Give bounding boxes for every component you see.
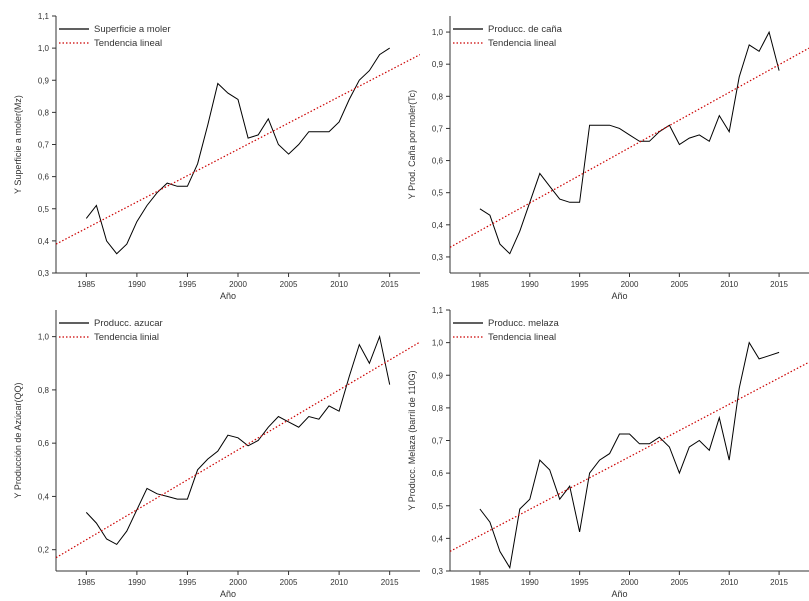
data-line [85,47,390,255]
y-tick-label: 0,8 [432,404,444,413]
y-tick-label: 0,5 [432,502,444,511]
y-axis-label: Y Producción de Azúcar(QQ) [13,383,23,499]
x-tick-label: 2015 [770,280,788,289]
trend-line [450,361,809,552]
y-tick-label: 1,0 [432,339,444,348]
x-axis-label: Año [611,589,627,599]
y-axis-label: Y Prod. Caña por moler(Tc) [407,90,417,199]
trend-line [56,341,420,559]
y-axis-label: Y Producc. Melaza (barril de 110G) [407,370,417,510]
x-tick-label: 2010 [720,578,738,587]
x-tick-label: 1985 [77,280,95,289]
y-tick-label: 0,4 [432,534,444,543]
x-tick-label: 2000 [229,578,247,587]
x-tick-label: 1995 [571,578,589,587]
y-tick-label: 1,0 [38,333,50,342]
x-axis-label: Año [220,589,236,599]
x-tick-label: 2000 [229,280,247,289]
x-tick-label: 2005 [670,578,688,587]
x-axis-label: Año [611,291,627,301]
x-tick-label: 2000 [621,578,639,587]
data-line [85,334,391,546]
legend-label: Tendencia lineal [94,38,162,49]
x-tick-label: 1990 [521,280,539,289]
y-tick-label: 0,8 [38,108,50,117]
legend-label: Producc. de caña [488,24,563,35]
y-tick-label: 0,7 [432,437,444,446]
x-tick-label: 1990 [128,578,146,587]
x-tick-label: 2005 [670,280,688,289]
y-tick-label: 0,7 [38,141,50,150]
y-tick-label: 1,0 [432,28,444,37]
y-axis-label: Y Superficie a moler(Mz) [13,95,23,194]
y-tick-label: 0,5 [432,189,444,198]
x-tick-label: 1985 [471,578,489,587]
legend-label: Tendencia linial [94,332,159,343]
x-tick-label: 2015 [770,578,788,587]
x-tick-label: 2015 [381,578,399,587]
trend-line [450,47,809,248]
x-tick-label: 2010 [330,280,348,289]
x-tick-label: 2010 [720,280,738,289]
legend-label: Tendencia lineal [488,38,556,49]
legend-label: Producc. melaza [488,318,559,329]
x-tick-label: 1985 [471,280,489,289]
y-tick-label: 0,6 [38,439,50,448]
x-tick-label: 1995 [179,280,197,289]
x-tick-label: 2005 [280,578,298,587]
trend-line [56,54,420,245]
y-tick-label: 0,4 [432,221,444,230]
y-tick-label: 0,8 [38,386,50,395]
y-tick-label: 1,0 [38,44,50,53]
y-tick-label: 0,5 [38,205,50,214]
y-tick-label: 0,9 [432,371,444,380]
chart-panel-1: 1985 1990 1995 2000 2005 2010 2015 0,3 0,4 0,5 0,6… [13,12,420,301]
x-axis-label: Año [220,291,236,301]
y-tick-label: 0,7 [432,124,444,133]
y-tick-label: 0,9 [38,76,50,85]
x-tick-label: 2005 [280,280,298,289]
y-tick-label: 0,2 [38,546,50,555]
chart-panel-2: 1985 1990 1995 2000 2005 2010 2015 0,3 0,4 0,5 0,6… [407,16,809,301]
y-tick-label: 0,9 [432,60,444,69]
y-tick-label: 0,6 [432,469,444,478]
x-tick-label: 1990 [128,280,146,289]
y-tick-label: 1,1 [38,12,50,21]
chart-panel-4: 1985 1990 1995 2000 2005 2010 2015 0,3 0,4 0,5 0,6… [407,306,809,599]
y-tick-label: 0,3 [38,269,50,278]
data-line [479,341,780,570]
x-tick-label: 1990 [521,578,539,587]
legend-label: Superficie a moler [94,24,171,35]
y-tick-label: 0,3 [432,567,444,576]
y-tick-label: 0,6 [432,157,444,166]
y-tick-label: 0,3 [432,253,444,262]
x-tick-label: 2010 [330,578,348,587]
x-tick-label: 2000 [621,280,639,289]
y-tick-label: 0,4 [38,492,50,501]
legend-label: Producc. azucar [94,318,163,329]
y-tick-label: 1,1 [432,306,444,315]
y-tick-label: 0,4 [38,237,50,246]
x-tick-label: 1985 [77,578,95,587]
x-tick-label: 2015 [381,280,399,289]
legend-label: Tendencia lineal [488,332,556,343]
chart-panel-3: 1985 1990 1995 2000 2005 2010 2015 0,2 0,4 0,6 0,8… [13,310,420,599]
y-tick-label: 0,8 [432,92,444,101]
x-tick-label: 1995 [571,280,589,289]
data-line [479,30,780,255]
x-tick-label: 1995 [179,578,197,587]
y-tick-label: 0,6 [38,173,50,182]
